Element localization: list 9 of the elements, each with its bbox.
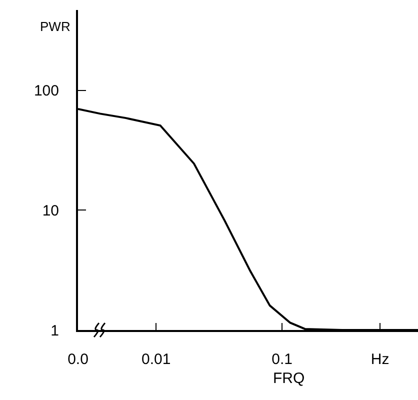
- y-tick-label: 10: [42, 202, 59, 220]
- x-axis-title: FRQ: [273, 370, 305, 387]
- x-tick-label: 0.1: [272, 351, 292, 368]
- x-tick-label: Hz: [370, 351, 390, 368]
- y-tick-label: 1: [50, 322, 59, 340]
- x-tick-label: 0.0: [68, 351, 88, 368]
- x-tick-label: 0.01: [141, 351, 171, 368]
- y-axis-title: PWR: [40, 19, 70, 34]
- y-tick-label: 100: [34, 82, 59, 100]
